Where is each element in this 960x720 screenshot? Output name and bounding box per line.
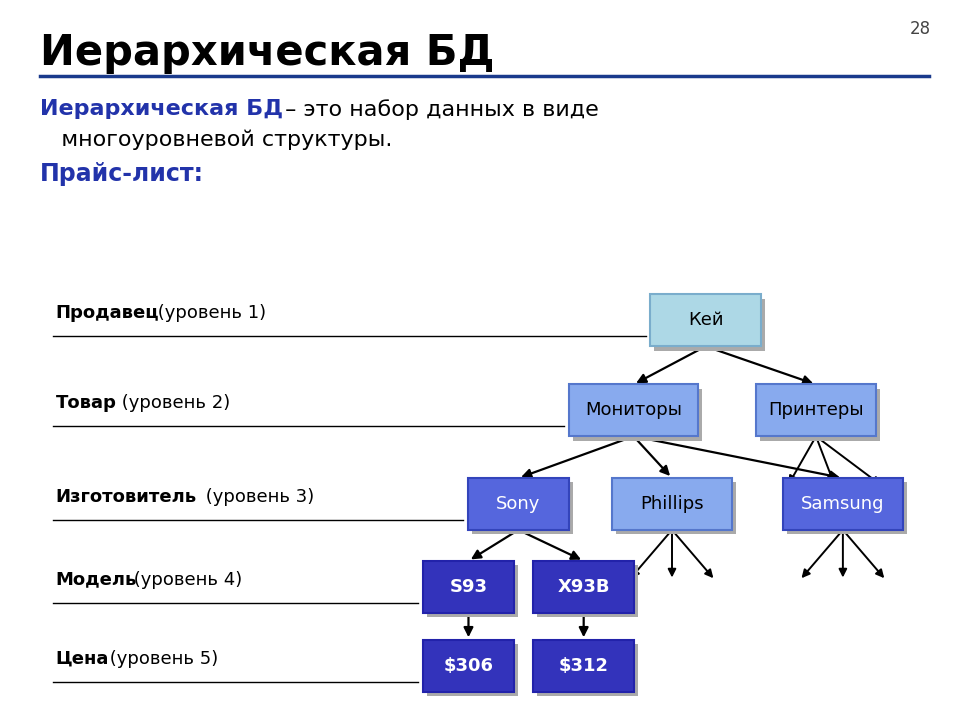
- FancyBboxPatch shape: [756, 384, 876, 436]
- FancyBboxPatch shape: [422, 561, 514, 613]
- FancyBboxPatch shape: [572, 389, 703, 441]
- Text: Изготовитель: Изготовитель: [56, 488, 197, 505]
- Text: Phillips: Phillips: [640, 495, 704, 513]
- Text: Sony: Sony: [496, 495, 540, 513]
- FancyBboxPatch shape: [538, 644, 637, 696]
- FancyBboxPatch shape: [538, 565, 637, 617]
- FancyBboxPatch shape: [468, 478, 568, 530]
- FancyBboxPatch shape: [422, 640, 514, 692]
- FancyBboxPatch shape: [655, 299, 764, 351]
- Text: $306: $306: [444, 657, 493, 675]
- FancyBboxPatch shape: [426, 644, 518, 696]
- Text: Принтеры: Принтеры: [768, 401, 864, 419]
- FancyBboxPatch shape: [426, 565, 518, 617]
- FancyBboxPatch shape: [651, 294, 760, 346]
- Text: Товар: Товар: [56, 395, 116, 412]
- FancyBboxPatch shape: [616, 482, 735, 534]
- Text: Samsung: Samsung: [802, 495, 884, 513]
- Text: Иерархическая БД: Иерархическая БД: [40, 99, 283, 120]
- Text: Иерархическая БД: Иерархическая БД: [40, 32, 494, 74]
- Text: (уровень 4): (уровень 4): [128, 570, 242, 589]
- FancyBboxPatch shape: [760, 389, 879, 441]
- Text: 28: 28: [910, 20, 931, 38]
- Text: Модель: Модель: [56, 570, 137, 589]
- Text: (уровень 5): (уровень 5): [104, 649, 218, 668]
- Text: Кей: Кей: [688, 311, 723, 329]
- Text: (уровень 2): (уровень 2): [115, 395, 230, 412]
- Text: Мониторы: Мониторы: [585, 401, 683, 419]
- Text: X93B: X93B: [558, 577, 610, 596]
- FancyBboxPatch shape: [568, 384, 699, 436]
- Text: Цена: Цена: [56, 649, 109, 668]
- Text: Продавец: Продавец: [56, 304, 159, 322]
- FancyBboxPatch shape: [787, 482, 906, 534]
- Text: – это набор данных в виде: – это набор данных в виде: [278, 99, 599, 120]
- FancyBboxPatch shape: [612, 478, 732, 530]
- FancyBboxPatch shape: [472, 482, 572, 534]
- FancyBboxPatch shape: [534, 640, 634, 692]
- Text: (уровень 1): (уровень 1): [152, 304, 266, 322]
- FancyBboxPatch shape: [783, 478, 902, 530]
- Text: S93: S93: [449, 577, 488, 596]
- Text: (уровень 3): (уровень 3): [200, 488, 314, 505]
- FancyBboxPatch shape: [534, 561, 634, 613]
- Text: многоуровневой структуры.: многоуровневой структуры.: [40, 130, 393, 150]
- Text: Прайс-лист:: Прайс-лист:: [40, 162, 204, 186]
- Text: $312: $312: [559, 657, 609, 675]
